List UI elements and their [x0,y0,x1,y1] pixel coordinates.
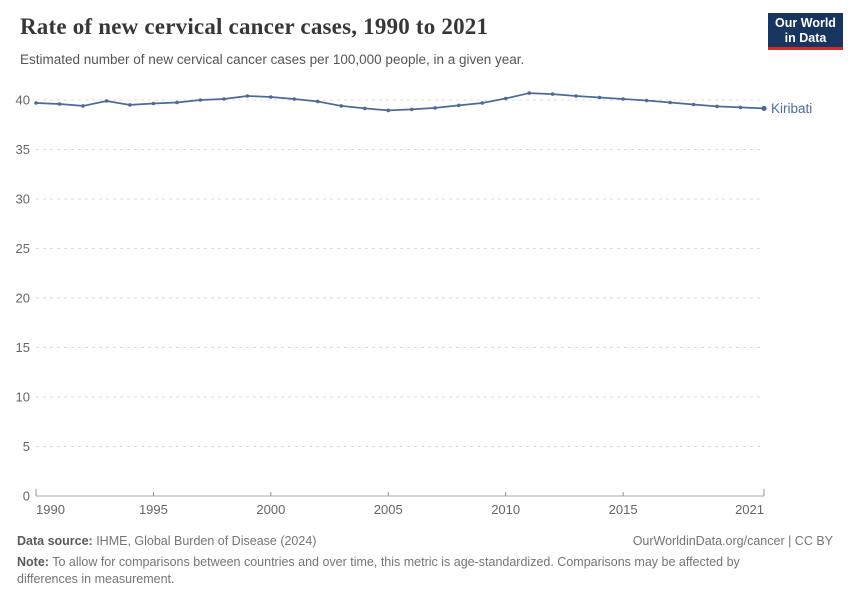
data-point [409,107,414,112]
data-point [668,100,672,105]
chart-footer: Data source: IHME, Global Burden of Dise… [17,533,833,588]
data-point [621,97,625,101]
data-point [57,102,62,106]
x-axis-label-2015: 2015 [609,502,638,517]
data-source: Data source: IHME, Global Burden of Dise… [17,533,316,550]
data-point [433,106,438,110]
y-axis-label-10: 10 [16,390,30,405]
data-point [597,95,602,100]
owid-logo-line1: Our World [775,16,836,30]
data-point [550,92,555,96]
y-axis-label-0: 0 [23,489,30,504]
x-axis-label-1990: 1990 [36,502,65,517]
data-point [292,97,297,101]
data-point [738,105,743,110]
data-point [34,101,38,105]
data-point [104,99,109,103]
y-axis-label-5: 5 [23,439,30,454]
data-point [175,100,179,105]
data-point [386,108,391,113]
x-axis-label-2010: 2010 [491,502,520,517]
x-axis-label-2021: 2021 [735,502,764,517]
data-point [715,104,719,109]
note: Note: To allow for comparisons between c… [17,554,765,588]
y-axis-label-40: 40 [16,93,30,108]
owid-logo: Our World in Data [768,13,843,50]
data-source-label: Data source: [17,534,93,548]
y-axis-label-30: 30 [16,192,30,207]
data-point [128,103,132,107]
data-point [503,96,508,101]
y-axis-label-20: 20 [16,291,30,306]
data-point [456,103,461,108]
series-line-kiribati [35,92,765,112]
data-point [574,94,578,98]
entity-label-kiribati: Kiribati [771,101,812,116]
data-point [480,101,485,105]
note-text: To allow for comparisons between countri… [17,554,740,586]
line-chart: 0 5 10 15 20 25 30 35 40 1990 1995 2000 2005 2010 2015… [16,91,812,517]
data-point [198,98,203,102]
y-axis-label-25: 25 [16,241,30,256]
data-point [269,95,273,99]
owid-logo-line2: in Data [784,31,827,45]
y-axis-label-15: 15 [16,340,30,355]
data-source-text: IHME, Global Burden of Disease (2024) [92,534,317,548]
x-axis-label-1995: 1995 [139,502,168,517]
data-point [222,97,226,101]
data-point [81,104,85,108]
data-point [316,99,320,104]
note-label: Note: [17,554,49,569]
data-point [339,104,344,108]
data-point [527,91,531,95]
chart-subtitle: Estimated number of new cervical cancer … [20,52,525,67]
data-point [245,94,250,98]
x-axis-label-2005: 2005 [374,502,403,517]
data-point [644,98,649,103]
data-point [761,105,767,111]
x-axis-label-2000: 2000 [256,502,285,517]
y-axis-label-35: 35 [16,142,30,157]
data-point [691,102,696,107]
attribution-link[interactable]: OurWorldinData.org/cancer | CC BY [632,534,833,548]
chart-title: Rate of new cervical cancer cases, 1990 … [20,14,489,39]
data-point [151,101,156,106]
data-point [363,106,367,111]
